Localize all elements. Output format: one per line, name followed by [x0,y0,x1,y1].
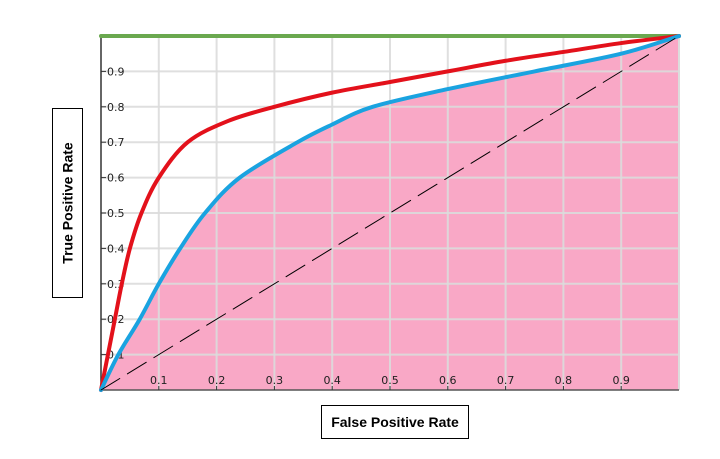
y-tick-label: 0.4 [107,242,125,255]
x-tick-label: 0.5 [381,374,399,387]
x-tick-label: 0.6 [439,374,457,387]
random-classifier-line [100,35,680,391]
y-axis-label-text: True Positive Rate [59,142,76,264]
y-tick-label: 0.9 [107,65,125,78]
blue-roc-curve [99,34,681,392]
x-tick-label: 0.9 [612,374,630,387]
x-tick-label: 0.3 [266,374,284,387]
x-tick-label: 0.4 [323,374,341,387]
y-axis-label: True Positive Rate [52,108,83,298]
y-tick-label: 0.6 [107,172,125,185]
x-tick-label: 0.8 [555,374,573,387]
y-tick-label: 0.5 [107,207,125,220]
y-tick-label: 0.7 [107,136,125,149]
x-tick-label: 0.1 [150,374,168,387]
x-tick-label: 0.7 [497,374,515,387]
x-tick-label: 0.2 [208,374,226,387]
x-axis-label: False Positive Rate [321,405,469,439]
y-tick-label: 0.8 [107,101,125,114]
red-roc-curve [99,34,681,392]
